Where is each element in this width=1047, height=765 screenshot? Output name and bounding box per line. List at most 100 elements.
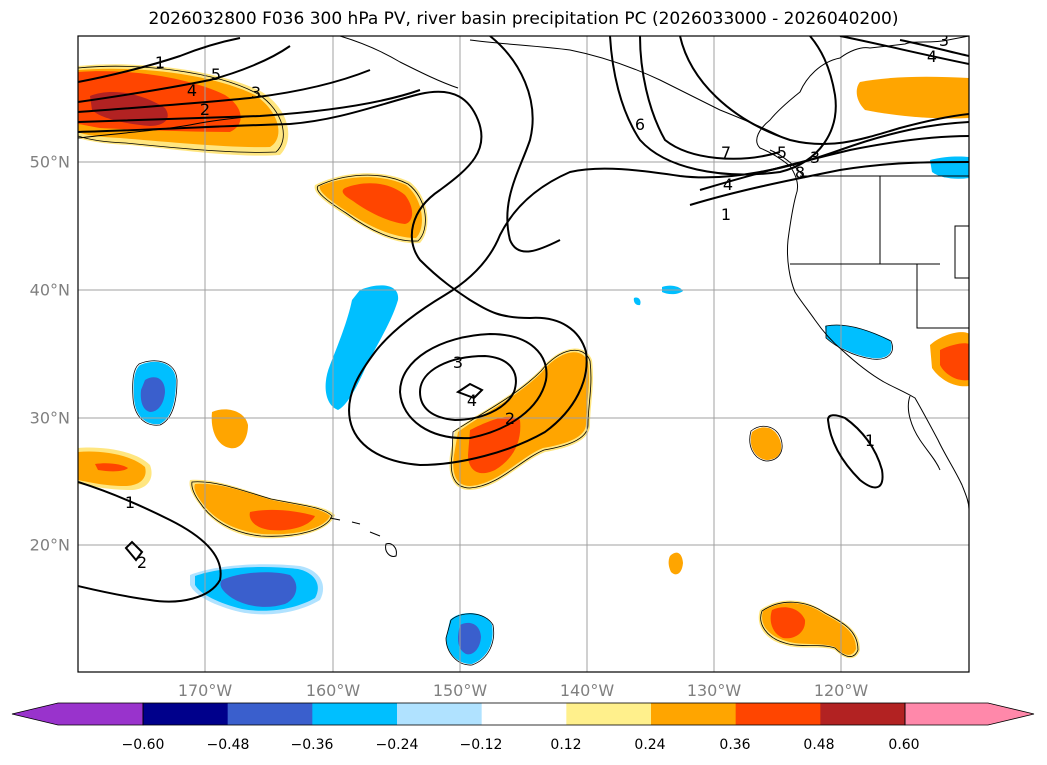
contour-diamond bbox=[455, 382, 484, 400]
contour-label: 3 bbox=[810, 148, 820, 167]
shading-outline-layer bbox=[78, 65, 893, 666]
shade-133w-positive bbox=[668, 552, 683, 575]
contour-label: 1 bbox=[721, 205, 731, 224]
contour-label: 2 bbox=[137, 553, 147, 572]
lat-label: 40°N bbox=[29, 280, 70, 300]
colorbar-tick-label: 0.60 bbox=[888, 737, 920, 753]
colorbar-bin bbox=[312, 703, 398, 725]
contour-7 bbox=[639, 36, 781, 160]
contour-1-north bbox=[78, 37, 241, 83]
lat-label: 30°N bbox=[29, 408, 70, 428]
alaska-coast bbox=[339, 36, 781, 137]
contour-label: 1 bbox=[125, 493, 135, 512]
colorbar-bin bbox=[735, 703, 821, 725]
colorbar-tick-label: −0.36 bbox=[290, 737, 334, 753]
vancouver-island bbox=[769, 149, 806, 179]
contour-label: 4 bbox=[187, 81, 197, 100]
colorbar-tick-label: 0.24 bbox=[634, 737, 666, 753]
shading-layer bbox=[78, 64, 969, 665]
contour-label: 7 bbox=[721, 143, 731, 162]
contour-ne-2 bbox=[699, 135, 969, 191]
shade-126w-positive bbox=[750, 427, 782, 460]
shade-177w-strong bbox=[95, 463, 128, 472]
shade-168w-positive bbox=[211, 409, 248, 449]
lat-label: 20°N bbox=[29, 535, 70, 555]
colorbar-bin bbox=[566, 703, 652, 725]
contour-6-7-ridge bbox=[609, 36, 837, 176]
contour-4-closed bbox=[418, 354, 517, 422]
coastlines bbox=[78, 36, 969, 557]
pv-contours bbox=[78, 36, 969, 603]
colorbar-bin bbox=[481, 703, 567, 725]
colorbar-under-arrow bbox=[11, 702, 144, 726]
contour-labels: 1 5 4 2 3 6 7 5 3 4 1 8 3 4 3 4 2 1 1 2 bbox=[125, 31, 949, 572]
colorbar-tick-label: −0.48 bbox=[206, 737, 250, 753]
contour-label: 3 bbox=[939, 31, 949, 50]
contour-label: 1 bbox=[155, 53, 165, 72]
shade-113w-strong bbox=[940, 343, 969, 381]
contour-8 bbox=[679, 36, 969, 146]
shade-165w-strong bbox=[249, 509, 315, 531]
contour-label: 3 bbox=[453, 353, 463, 372]
colorbar-bin bbox=[397, 703, 483, 725]
colorbar-tick-label: 0.12 bbox=[550, 737, 582, 753]
contour-label: 5 bbox=[777, 143, 787, 162]
contour-1-east bbox=[826, 414, 884, 489]
colorbar-tick-label: 0.36 bbox=[719, 737, 751, 753]
contour-ne-1 bbox=[689, 161, 969, 206]
lon-label: 150°W bbox=[432, 681, 488, 700]
colorbar-tick-label: −0.12 bbox=[459, 737, 503, 753]
colorbar-over-arrow bbox=[904, 702, 1035, 726]
contour-4-north bbox=[78, 89, 421, 123]
contour-label: 4 bbox=[723, 175, 733, 194]
contour-3-north bbox=[78, 69, 371, 113]
shade-160w-strong bbox=[342, 183, 413, 224]
contour-1-subtropic bbox=[78, 481, 222, 603]
lon-label: 140°W bbox=[559, 681, 615, 700]
contour-label: 2 bbox=[200, 100, 210, 119]
lat-label: 50°N bbox=[29, 152, 70, 172]
shade-120w-negative bbox=[825, 324, 892, 359]
contour-ne-4 bbox=[899, 39, 969, 57]
contour-label: 2 bbox=[505, 409, 515, 428]
shade-124w-strong bbox=[770, 607, 806, 639]
shade-157w-negative bbox=[325, 285, 399, 410]
map-plot: 1 5 4 2 3 6 7 5 3 4 1 8 3 4 3 4 2 1 1 2 bbox=[77, 31, 970, 673]
colorbar-bin bbox=[820, 703, 906, 725]
colorbar bbox=[11, 702, 1035, 726]
shade-140w-negative bbox=[633, 297, 641, 306]
lon-label: 130°W bbox=[686, 681, 742, 700]
shade-174w-strong bbox=[140, 377, 165, 412]
lon-label: 170°W bbox=[177, 681, 233, 700]
contour-label: 4 bbox=[467, 391, 477, 410]
contour-2-north bbox=[78, 45, 291, 103]
contour-2-subtropic bbox=[124, 540, 144, 562]
contour-ne-3 bbox=[839, 36, 969, 65]
graticule bbox=[78, 36, 969, 672]
contour-label: 6 bbox=[635, 115, 645, 134]
us-state-line-3 bbox=[916, 264, 969, 329]
shade-150w-strong bbox=[458, 622, 481, 655]
contour-3-closed bbox=[398, 332, 548, 440]
contour-label: 5 bbox=[211, 65, 221, 84]
contour-big-trough bbox=[289, 90, 969, 467]
colorbar-bin bbox=[651, 703, 737, 725]
lon-label: 160°W bbox=[305, 681, 361, 700]
contour-label: 4 bbox=[927, 47, 937, 66]
colorbar-tick-label: 0.48 bbox=[803, 737, 835, 753]
hawaii-islands bbox=[329, 517, 397, 557]
colorbar-tick-label: −0.60 bbox=[121, 737, 165, 753]
contour-5-north bbox=[78, 123, 291, 133]
colorbar-tick-label: −0.24 bbox=[375, 737, 419, 753]
contour-label: 8 bbox=[795, 163, 805, 182]
baja-peninsula bbox=[907, 395, 941, 471]
lon-label: 120°W bbox=[813, 681, 869, 700]
north-america-coast bbox=[756, 36, 969, 511]
shade-145w-strong bbox=[468, 416, 521, 474]
contour-label: 1 bbox=[865, 431, 875, 450]
map-title: 2026032800 F036 300 hPa PV, river basin … bbox=[148, 9, 899, 29]
colorbar-bin bbox=[227, 703, 313, 725]
contour-label: 3 bbox=[251, 83, 261, 102]
colorbar-bin bbox=[143, 703, 229, 725]
us-state-line-4 bbox=[954, 225, 969, 279]
